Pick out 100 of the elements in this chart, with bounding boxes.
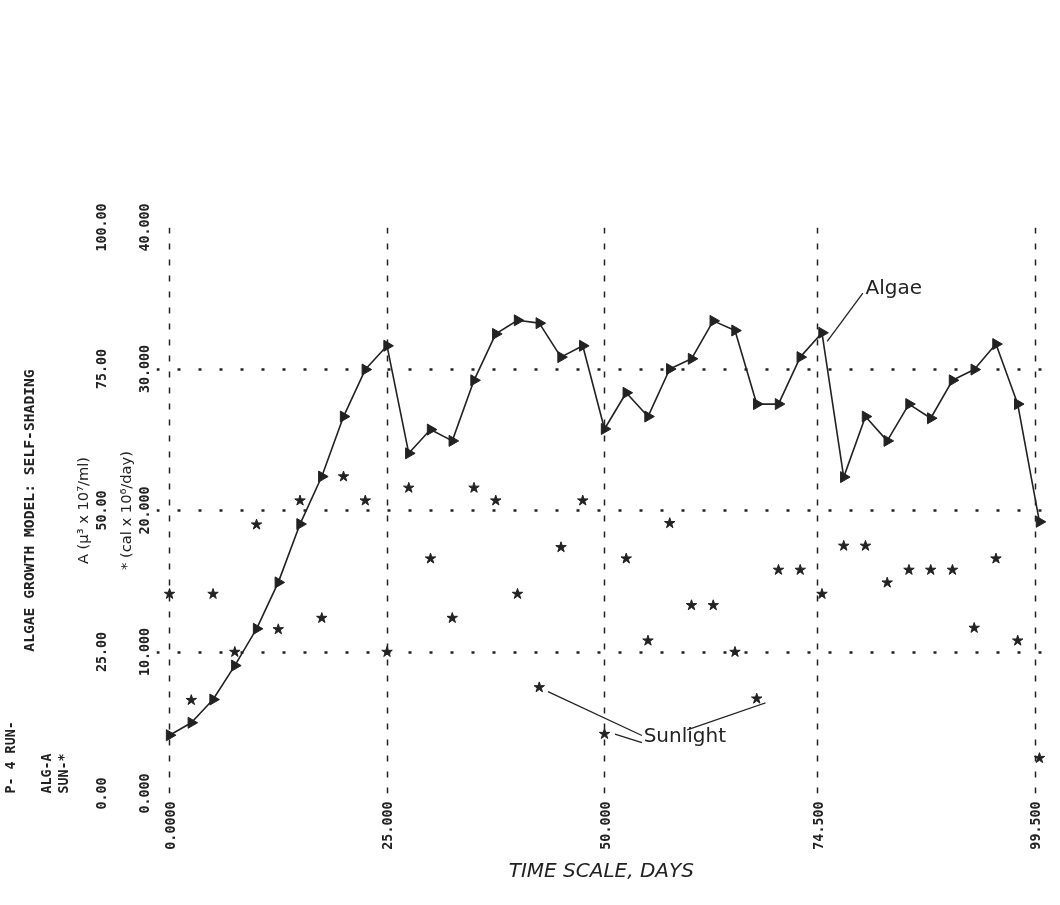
- point: [861, 410, 873, 423]
- point: [403, 481, 415, 493]
- point: [511, 587, 524, 599]
- point: [772, 563, 785, 575]
- point: [968, 621, 980, 633]
- point: [339, 410, 351, 423]
- point: [513, 314, 525, 327]
- point: [470, 374, 481, 387]
- y2-tick-label: 10.000: [136, 627, 152, 677]
- point: [490, 494, 502, 506]
- point: [555, 541, 567, 553]
- point: [685, 599, 698, 611]
- point: [664, 517, 676, 529]
- point: [1014, 398, 1025, 411]
- point: [209, 693, 220, 706]
- point: [666, 363, 677, 375]
- y-axis-title: A (μ³ x 10⁷/ml): [73, 456, 91, 565]
- point: [731, 324, 742, 337]
- point: [337, 470, 350, 482]
- point: [687, 352, 699, 365]
- point: [468, 481, 480, 493]
- point: [924, 563, 937, 575]
- point: [577, 494, 589, 506]
- point: [165, 729, 177, 742]
- point: [318, 470, 329, 483]
- point: [424, 552, 437, 564]
- x-tick-label: 50.000: [597, 801, 613, 850]
- point: [272, 623, 285, 635]
- y-tick-label: 75.00: [93, 348, 109, 390]
- y2-tick-label: 30.000: [136, 344, 152, 394]
- point: [927, 412, 938, 425]
- y-tick-label: 50.00: [93, 490, 109, 531]
- point: [250, 518, 263, 530]
- point: [859, 539, 872, 551]
- point: [359, 494, 372, 506]
- point: [1033, 752, 1046, 764]
- point: [970, 363, 982, 376]
- x-axis-title: TIME SCALE, DAYS: [508, 857, 695, 882]
- point: [187, 716, 199, 729]
- point: [883, 434, 895, 447]
- point: [881, 576, 893, 588]
- point: [751, 692, 763, 704]
- point: [381, 646, 393, 657]
- point: [946, 563, 959, 575]
- point: [163, 587, 176, 599]
- point: [185, 694, 198, 706]
- point: [642, 634, 654, 646]
- point: [533, 681, 545, 693]
- y2-tick-label: 40.000: [136, 203, 152, 252]
- point: [620, 552, 632, 564]
- point: [426, 423, 438, 436]
- point: [837, 539, 850, 551]
- point: [405, 447, 416, 460]
- point: [644, 410, 655, 423]
- point: [840, 471, 851, 484]
- point: [207, 587, 219, 599]
- text: SUN-*: [55, 753, 71, 794]
- point: [794, 563, 806, 575]
- x-tick-label: 99.500: [1028, 801, 1044, 850]
- y2-tick-label: 0.000: [136, 773, 152, 814]
- point: [992, 338, 1003, 351]
- point: [383, 339, 394, 352]
- point: [229, 646, 241, 657]
- point: [774, 398, 786, 411]
- x-tick-label: 0.0000: [162, 801, 178, 850]
- point: [796, 351, 808, 364]
- point: [294, 494, 306, 506]
- point: [903, 563, 915, 575]
- point: [598, 728, 611, 740]
- point: [535, 317, 547, 330]
- point: [231, 659, 242, 672]
- point: [557, 351, 568, 364]
- point: [252, 622, 264, 635]
- y2-axis-title: * (cal x 10⁶/day): [116, 451, 134, 570]
- point: [1011, 634, 1024, 646]
- y2-tick-label: 20.000: [136, 486, 152, 535]
- text: Algae: [865, 274, 922, 299]
- point: [492, 327, 503, 340]
- point: [446, 612, 458, 623]
- point: [316, 612, 328, 623]
- point: [274, 576, 286, 589]
- text: P- 4 RUN-: [2, 721, 18, 794]
- point: [990, 552, 1002, 564]
- point: [818, 326, 829, 339]
- y-tick-label: 0.00: [93, 777, 109, 810]
- legend-label: Sunlight: [643, 722, 727, 747]
- point: [622, 386, 634, 399]
- point: [579, 339, 590, 352]
- y-tick-label: 25.00: [93, 631, 109, 673]
- point: [296, 518, 307, 531]
- point: [816, 587, 828, 599]
- point: [753, 398, 764, 411]
- point: [600, 423, 612, 435]
- point: [361, 363, 373, 376]
- y-tick-label: 100.00: [93, 203, 109, 252]
- x-tick-label: 74.500: [810, 801, 826, 850]
- point: [905, 398, 916, 411]
- x-tick-label: 25.000: [380, 801, 396, 850]
- point: [948, 374, 960, 387]
- point: [707, 599, 719, 611]
